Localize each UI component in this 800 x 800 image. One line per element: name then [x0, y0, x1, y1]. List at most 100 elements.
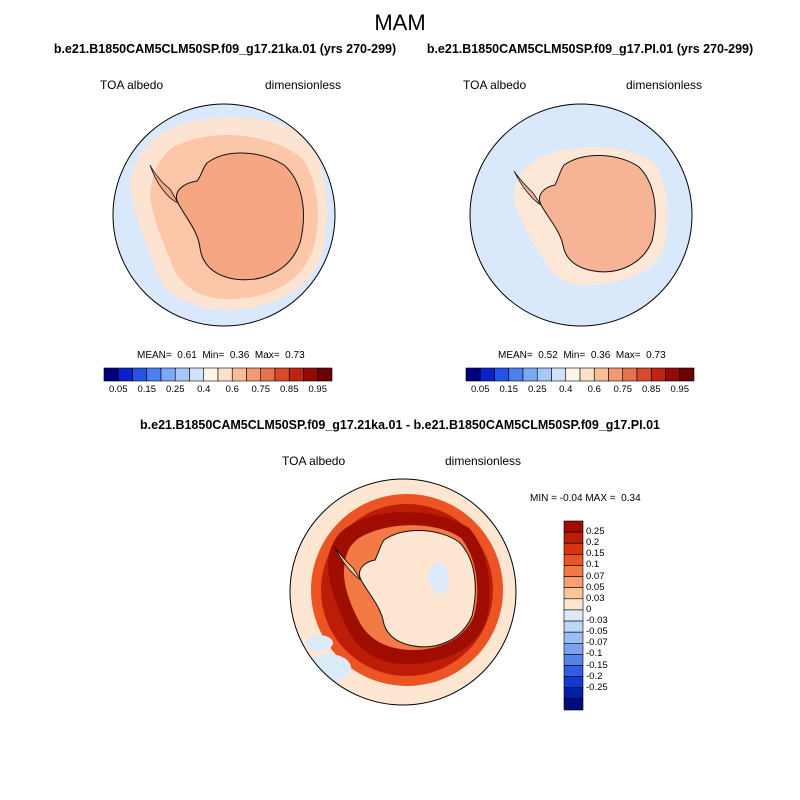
- panel-3-units-label: dimensionless: [445, 454, 522, 468]
- panel-2-peninsula: [513, 170, 542, 206]
- colorbar-swatch: [563, 587, 584, 600]
- season-title: MAM: [374, 10, 426, 35]
- colorbar-tick-label: 0.95: [308, 384, 328, 395]
- colorbar-swatch: [665, 367, 681, 382]
- colorbar-tick-label: 0.15: [499, 384, 519, 395]
- colorbar-swatch: [679, 367, 695, 382]
- colorbar-swatch: [563, 665, 584, 677]
- panel-1-peninsula: [149, 164, 179, 204]
- colorbar-tick-label: 0.15: [586, 548, 605, 560]
- colorbar-tick-label: 0: [586, 603, 592, 615]
- panel-3-stats: MIN = -0.04 MAX = 0.34: [530, 493, 641, 504]
- panel-3-map: [289, 478, 517, 706]
- panel-2-map: [469, 103, 693, 327]
- colorbar-swatch: [563, 620, 584, 633]
- colorbar-swatch: [203, 367, 219, 382]
- colorbar-swatch: [593, 367, 609, 382]
- colorbar-swatch: [563, 642, 584, 655]
- colorbar-tick-label: 0.05: [586, 581, 605, 593]
- mean-label: MEAN=: [498, 350, 533, 361]
- colorbar-swatch: [146, 367, 162, 382]
- colorbar-tick-label: -0.05: [586, 626, 608, 638]
- panel-3-peninsula: [333, 545, 362, 581]
- panel-3-title: b.e21.B1850CAM5CLM50SP.f09_g17.21ka.01 -…: [140, 418, 660, 432]
- colorbar-tick-label: -0.2: [586, 670, 603, 682]
- panel-1-antarctica: [176, 152, 304, 281]
- colorbar-swatch: [650, 367, 666, 382]
- colorbar-swatch: [563, 609, 584, 622]
- colorbar-swatch: [522, 367, 538, 382]
- colorbar-swatch: [563, 565, 584, 577]
- colorbar-swatch: [303, 367, 319, 382]
- panel-1-units-label: dimensionless: [265, 78, 342, 92]
- panel-1-stats: MEAN= 0.61 Min= 0.36 Max= 0.73: [137, 350, 305, 361]
- colorbar-tick-label: 0.95: [670, 384, 690, 395]
- mean-value: 0.52: [538, 350, 558, 361]
- colorbar-swatch: [622, 367, 638, 382]
- colorbar-tick-label: 0.05: [109, 384, 128, 395]
- colorbar-tick-label: 0.1: [586, 559, 600, 571]
- colorbar-swatch: [579, 367, 595, 382]
- mean-label: MEAN=: [137, 350, 172, 361]
- colorbar-tick-label: 0.2: [586, 537, 600, 549]
- colorbar-swatch: [563, 576, 584, 589]
- colorbar-tick-label: 0.6: [587, 384, 601, 395]
- colorbar-swatch: [563, 631, 584, 644]
- colorbar-swatch: [551, 367, 567, 382]
- colorbar-tick-label: 0.25: [166, 384, 185, 395]
- colorbar-swatch: [479, 367, 495, 382]
- colorbar-tick-label: -0.07: [586, 637, 608, 649]
- colorbar-swatch: [563, 542, 584, 555]
- colorbar-swatch: [117, 367, 133, 382]
- max-label: Max=: [615, 350, 641, 361]
- colorbar-swatch: [132, 367, 148, 382]
- min-label: Min=: [563, 350, 586, 361]
- max-label: MAX =: [585, 493, 616, 504]
- colorbar-swatch: [636, 367, 652, 382]
- panel-1-colorbar: [103, 367, 333, 382]
- min-label: MIN =: [530, 493, 557, 504]
- panel-3-antarctica: [359, 530, 476, 648]
- colorbar-swatch: [246, 367, 262, 382]
- colorbar-swatch: [494, 367, 510, 382]
- min-value: 0.36: [590, 350, 611, 361]
- panel-1-title: b.e21.B1850CAM5CLM50SP.f09_g17.21ka.01 (…: [53, 42, 397, 56]
- colorbar-tick-label: -0.1: [586, 648, 603, 660]
- colorbar-tick-label: 0.75: [613, 384, 633, 395]
- panel-2-antarctica: [539, 155, 656, 273]
- panel-2-map-border: [469, 103, 693, 327]
- panel-3-negative-patch: [305, 635, 333, 651]
- colorbar-tick-label: 0.07: [586, 570, 605, 582]
- colorbar-tick-label: 0.85: [642, 384, 661, 395]
- panel-3-map-border: [289, 478, 517, 706]
- colorbar-tick-label: -0.15: [586, 659, 608, 671]
- colorbar-swatch: [563, 687, 584, 700]
- colorbar-swatch: [563, 598, 584, 611]
- colorbar-swatch: [536, 367, 552, 382]
- max-label: Max=: [254, 350, 280, 361]
- colorbar-tick-label: -0.25: [586, 681, 608, 693]
- panel-2-colorbar: [465, 367, 695, 382]
- colorbar-tick-label: 0.25: [586, 526, 605, 538]
- max-value: 0.34: [621, 493, 641, 504]
- min-value: -0.04: [559, 493, 583, 504]
- colorbar-swatch: [217, 367, 233, 382]
- panel-3-negative-patch: [429, 562, 449, 594]
- colorbar-swatch: [274, 367, 290, 382]
- panel-1-map-border: [112, 103, 336, 327]
- panel-2-units-label: dimensionless: [626, 78, 703, 92]
- colorbar-swatch: [317, 367, 333, 382]
- colorbar-swatch: [174, 367, 190, 382]
- panel-3-variable-label: TOA albedo: [282, 454, 346, 468]
- colorbar-tick-label: 0.75: [251, 384, 271, 395]
- panel-2-title: b.e21.B1850CAM5CLM50SP.f09_g17.PI.01 (yr…: [426, 42, 754, 56]
- max-value: 0.73: [646, 350, 666, 361]
- colorbar-swatch: [563, 676, 584, 689]
- colorbar-swatch: [103, 367, 119, 382]
- colorbar-swatch: [608, 367, 624, 382]
- colorbar-tick-label: 0.4: [559, 384, 573, 395]
- colorbar-tick-label: -0.03: [586, 615, 608, 627]
- colorbar-tick-label: 0.85: [280, 384, 299, 395]
- panel-2-variable-label: TOA albedo: [463, 78, 527, 92]
- colorbar-tick-label: 0.6: [225, 384, 239, 395]
